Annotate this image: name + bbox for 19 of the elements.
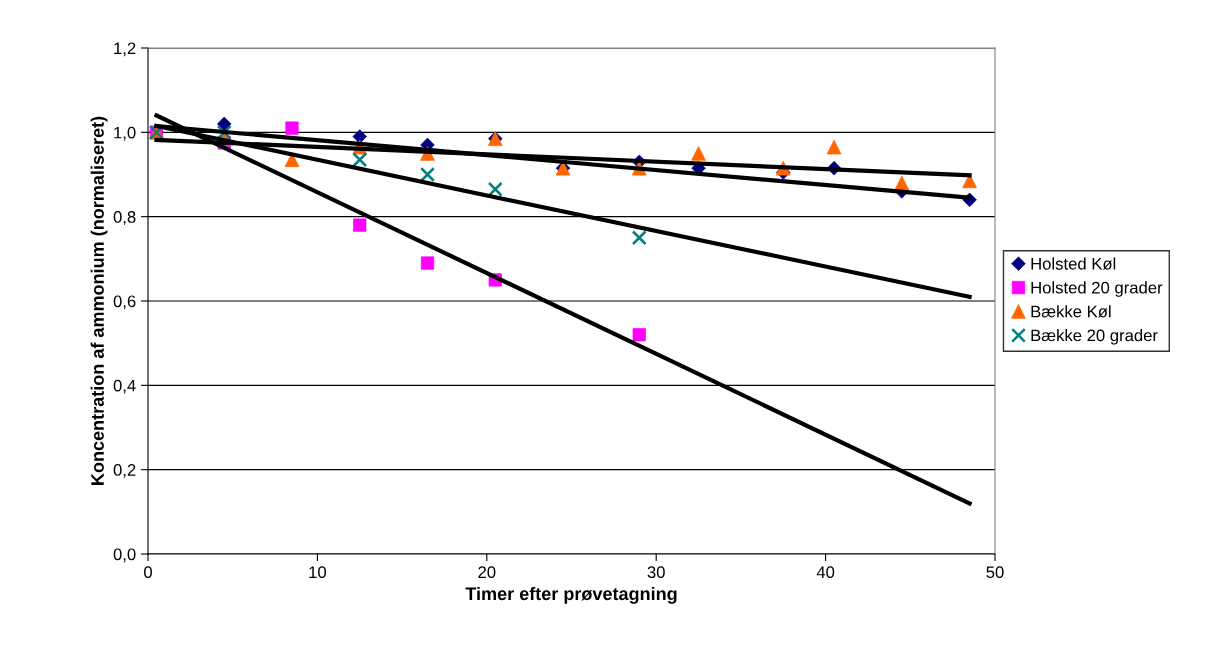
x-tick-label: 50 [986, 566, 1004, 579]
x-tick-label: 40 [816, 566, 835, 579]
y-tick-label: 0,6 [113, 295, 136, 310]
x-tick-label: 10 [309, 566, 327, 579]
y-tick-label: 0,2 [113, 464, 136, 478]
y-tick-label: 0,8 [113, 211, 136, 225]
y-axis-title: Koncentration af ammonium (normaliseret) [90, 116, 108, 485]
legend-label: Bække 20 grader [1031, 329, 1158, 345]
legend-label: Holsted 20 grader [1031, 281, 1163, 297]
y-tick-label: 1,2 [114, 42, 136, 57]
x-axis-title: Timer efter prøvetagning [465, 586, 677, 604]
y-tick-label: 0,0 [113, 548, 136, 563]
legend-label: Holsted Køl [1031, 257, 1116, 270]
x-tick-label: 20 [478, 566, 496, 579]
y-tick-label: 0,4 [113, 379, 136, 394]
x-tick-label: 30 [647, 566, 665, 579]
x-tick-label: 0 [144, 566, 152, 579]
legend-label: Bække Køl [1031, 305, 1111, 318]
y-tick-label: 1,0 [114, 126, 136, 141]
